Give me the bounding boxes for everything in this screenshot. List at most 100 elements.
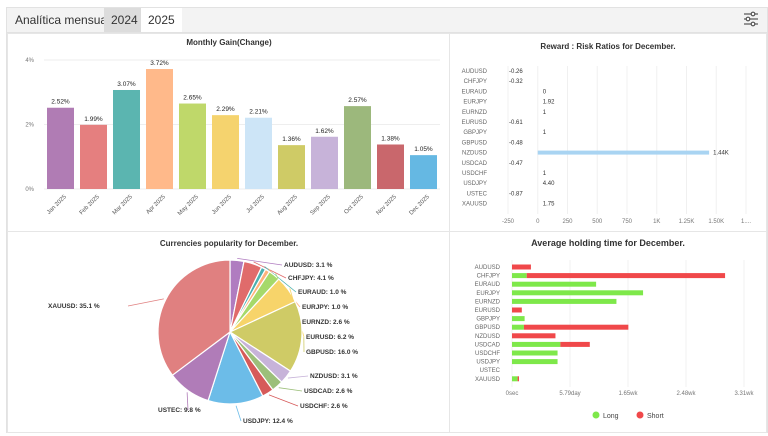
data-label: 2.57% xyxy=(348,97,367,104)
x-tick-label: Apr 2025 xyxy=(145,194,167,216)
y-tick-label: NZDUSD xyxy=(462,151,488,157)
leader-line xyxy=(186,392,189,411)
bar-long xyxy=(512,273,527,279)
chart-title: Monthly Gain(Change) xyxy=(186,38,272,47)
bar-long xyxy=(512,376,518,382)
slice-label: USDJPY: 12.4 % xyxy=(243,418,293,425)
bar-long xyxy=(512,298,617,304)
bar xyxy=(212,115,239,189)
data-label: 4.40 xyxy=(543,181,555,187)
bar-long xyxy=(512,350,558,356)
y-tick-label: EURJPY xyxy=(476,291,500,297)
y-tick-label: USDJPY xyxy=(463,181,487,187)
data-label: 1.99% xyxy=(84,116,103,123)
data-label: 1 xyxy=(543,110,547,116)
legend-marker xyxy=(592,411,600,419)
y-tick-label: GBPJPY xyxy=(463,130,487,136)
y-tick-label: 0% xyxy=(25,187,34,193)
x-tick-label: -250 xyxy=(502,219,515,225)
bar-short xyxy=(517,376,520,382)
slice-label: XAUUSD: 35.1 % xyxy=(48,303,100,310)
data-label: -0.61 xyxy=(509,120,523,126)
bar-long xyxy=(512,324,524,330)
chart-title: Reward : Risk Ratios for December. xyxy=(540,42,676,51)
bar xyxy=(311,136,338,189)
slice-label: USTEC: 9.8 % xyxy=(158,407,201,414)
x-tick-label: Dec 2025 xyxy=(409,194,432,217)
reward-risk-panel: Reward : Risk Ratios for December. -250 0… xyxy=(449,33,767,233)
data-label: 2.29% xyxy=(216,106,235,113)
y-tick-label: USDCAD xyxy=(475,342,501,348)
data-label: 1 xyxy=(543,171,547,177)
bar-short xyxy=(560,341,590,347)
bar xyxy=(179,103,206,189)
y-tick-label: EURJPY xyxy=(463,100,487,106)
x-tick-label: Jul 2025 xyxy=(246,194,267,215)
bar-short xyxy=(512,264,531,270)
data-label: 1.44K xyxy=(713,151,729,157)
x-tick-label: 1.50K xyxy=(708,219,724,225)
x-tick-label: 5.79day xyxy=(559,391,580,397)
bar-long xyxy=(512,316,525,322)
bar-short xyxy=(512,333,556,339)
y-tick-label: NZDUSD xyxy=(475,334,501,340)
data-label: -0.26 xyxy=(509,69,523,75)
leader-line xyxy=(127,298,164,307)
bar xyxy=(146,69,173,189)
tab-2024[interactable]: 2024 xyxy=(104,8,145,32)
data-label: 1.05% xyxy=(414,146,433,153)
slice-label: USDCAD: 2.6 % xyxy=(304,388,353,395)
y-tick-label: CHFJPY xyxy=(477,274,500,280)
bar xyxy=(113,89,140,189)
y-tick-label: GBPJPY xyxy=(476,317,500,323)
bar-short xyxy=(526,273,726,279)
y-tick-label: XAUUSD xyxy=(475,377,501,383)
y-tick-label: 2% xyxy=(25,123,34,129)
leader-line xyxy=(278,387,303,392)
sliders-icon[interactable] xyxy=(743,11,759,35)
currencies-pie-chart: AUDUSD: 3.1 % CHFJPY: 4.1 % EURAUD: 1.0 % E… xyxy=(48,257,358,425)
legend-marker xyxy=(636,411,644,419)
pie-slice xyxy=(157,259,231,377)
y-tick-label: USDCHF xyxy=(462,171,487,177)
x-tick-label: 0 xyxy=(536,219,540,225)
x-tick-label: 250 xyxy=(562,219,573,225)
x-tick-label: 1.... xyxy=(741,219,751,225)
y-tick-label: EURNZD xyxy=(462,110,488,116)
monthly-gain-chart: 0% 2% 4% 2.52% Jan 2025 1.99% Feb 2025 3.07% Mar… xyxy=(25,58,440,217)
data-label: 0 xyxy=(543,89,547,95)
bar-short xyxy=(512,307,522,313)
data-label: 1.62% xyxy=(315,128,334,135)
header-bar: Analítica mensual 2024 2025 xyxy=(7,8,767,33)
y-tick-label: EURAUD xyxy=(462,89,488,95)
data-label: 1.36% xyxy=(282,136,301,143)
y-tick-label: GBPUSD xyxy=(462,140,488,146)
legend-label: Short xyxy=(647,413,664,420)
x-tick-label: 1.25K xyxy=(679,219,695,225)
widget-title: Analítica mensual xyxy=(15,13,110,27)
y-tick-label: EURNZD xyxy=(475,299,501,305)
data-label: 2.52% xyxy=(51,99,70,106)
x-tick-label: Jun 2025 xyxy=(211,194,233,216)
data-label: 1.75 xyxy=(543,202,555,208)
x-tick-label: Feb 2025 xyxy=(79,194,102,217)
bar xyxy=(410,155,437,189)
bar xyxy=(278,145,305,189)
x-tick-label: 3.31wk xyxy=(734,391,754,397)
bar xyxy=(47,107,74,189)
monthly-analytics-widget: Analítica mensual 2024 2025 Monthly Gain… xyxy=(6,7,768,433)
slice-label: AUDUSD: 3.1 % xyxy=(284,262,333,269)
bar-short xyxy=(523,324,629,330)
holding-time-chart: 0sec 5.79day 1.65wk 2.48wk 3.31wk AUDUSD CHFJP… xyxy=(475,260,755,420)
data-label: 1 xyxy=(543,130,547,136)
y-tick-label: EURUSD xyxy=(462,120,488,126)
tab-2025[interactable]: 2025 xyxy=(141,8,182,32)
data-label: 2.65% xyxy=(183,95,202,102)
x-tick-label: May 2025 xyxy=(177,194,200,217)
y-tick-label: GBPUSD xyxy=(475,325,501,331)
x-tick-label: Aug 2025 xyxy=(276,194,299,217)
chart-title: Currencies popularity for December. xyxy=(159,239,299,248)
y-tick-label: USTEC xyxy=(480,368,501,374)
data-label: -0.32 xyxy=(509,79,523,85)
x-tick-label: 750 xyxy=(622,219,633,225)
